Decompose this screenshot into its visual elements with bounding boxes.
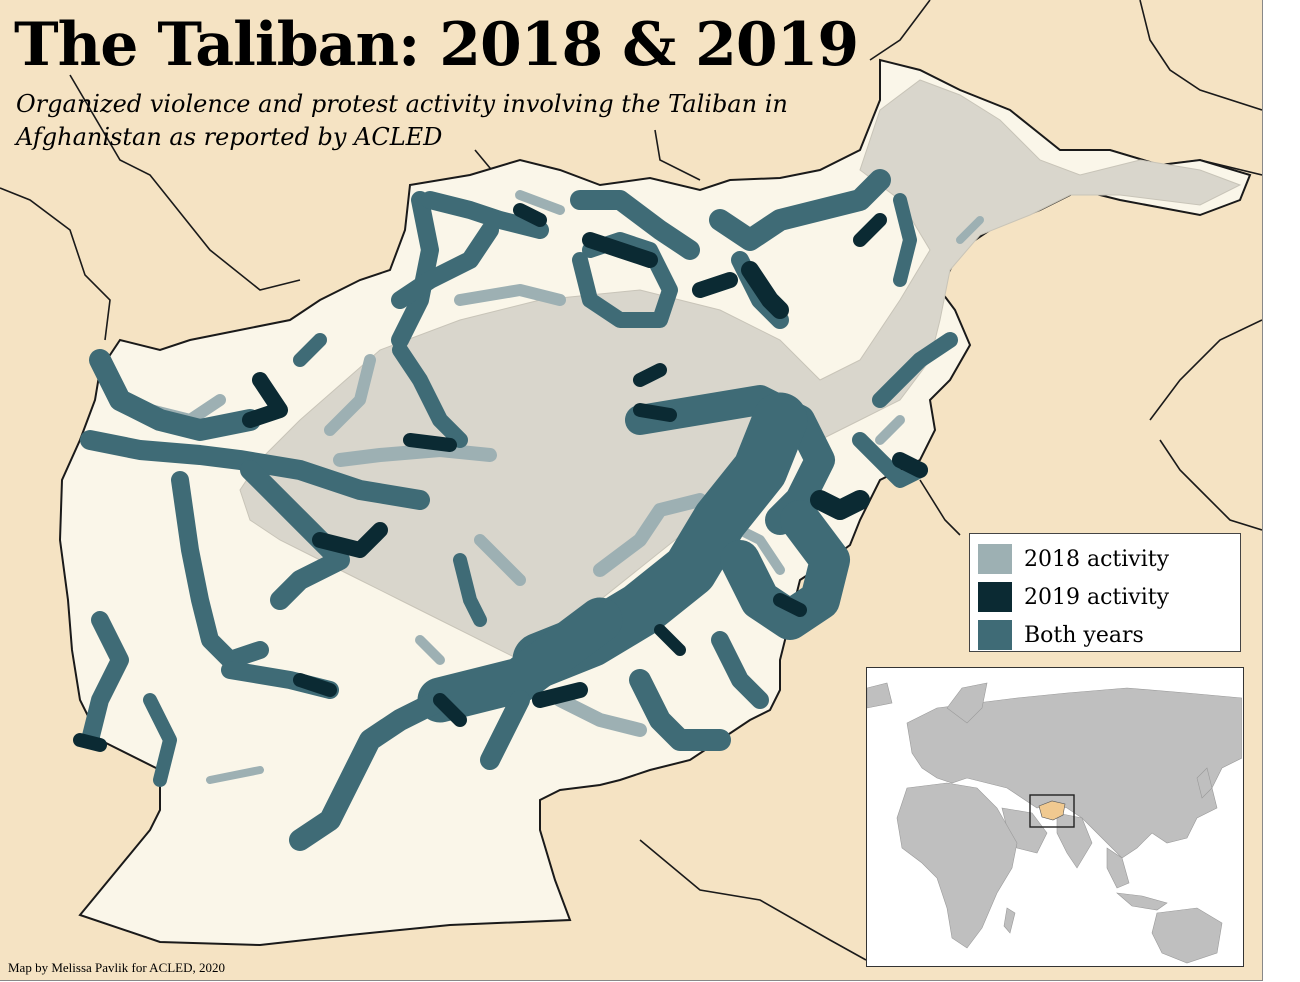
afghanistan-map bbox=[0, 0, 1262, 961]
locator-afghanistan bbox=[1038, 800, 1066, 821]
legend-label-both: Both years bbox=[1024, 622, 1144, 648]
legend-swatch-2018 bbox=[978, 544, 1012, 574]
terrain-highlands bbox=[239, 79, 1242, 661]
map-title: The Taliban: 2018 & 2019 bbox=[14, 10, 859, 80]
activity-both-years bbox=[80, 169, 958, 851]
map-subtitle: Organized violence and protest activity … bbox=[16, 90, 788, 151]
map-credit: Map by Melissa Pavlik for ACLED, 2020 bbox=[8, 960, 226, 975]
legend-swatch-2019 bbox=[978, 582, 1012, 612]
activity-2019 bbox=[73, 203, 928, 752]
legend-label-2019: 2019 activity bbox=[1024, 584, 1170, 610]
legend-item-2019: 2019 activity bbox=[978, 578, 1232, 616]
activity-2018 bbox=[144, 190, 984, 784]
legend-item-both: Both years bbox=[978, 616, 1232, 654]
legend: 2018 activity 2019 activity Both years bbox=[969, 533, 1241, 652]
legend-label-2018: 2018 activity bbox=[1024, 546, 1170, 572]
legend-swatch-both bbox=[978, 620, 1012, 650]
map-frame: The Taliban: 2018 & 2019 Organized viole… bbox=[0, 0, 1263, 981]
legend-item-2018: 2018 activity bbox=[978, 540, 1232, 578]
world-locator-inset bbox=[866, 667, 1244, 967]
locator-box bbox=[1029, 794, 1075, 828]
world-locator-map bbox=[867, 682, 1243, 964]
